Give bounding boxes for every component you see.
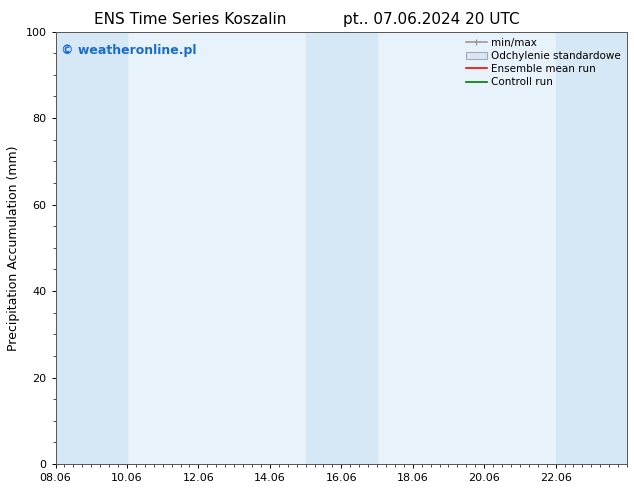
Bar xyxy=(56,31,127,464)
Bar xyxy=(306,31,377,464)
Y-axis label: Precipitation Accumulation (mm): Precipitation Accumulation (mm) xyxy=(7,145,20,350)
Text: © weatheronline.pl: © weatheronline.pl xyxy=(61,45,197,57)
Bar xyxy=(555,31,627,464)
Text: pt.. 07.06.2024 20 UTC: pt.. 07.06.2024 20 UTC xyxy=(343,12,519,27)
Legend: min/max, Odchylenie standardowe, Ensemble mean run, Controll run: min/max, Odchylenie standardowe, Ensembl… xyxy=(462,34,625,91)
Text: ENS Time Series Koszalin: ENS Time Series Koszalin xyxy=(94,12,287,27)
